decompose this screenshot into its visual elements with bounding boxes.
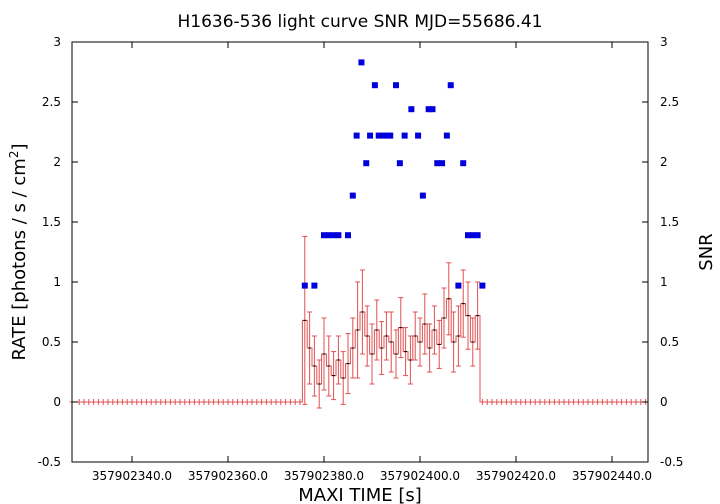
snr-point bbox=[371, 82, 378, 89]
y2-tick-label: 1 bbox=[660, 275, 668, 289]
snr-point bbox=[345, 232, 351, 239]
snr-series bbox=[301, 59, 486, 289]
y-tick-label: 1.5 bbox=[42, 215, 61, 229]
plot-frame bbox=[71, 41, 649, 463]
y2-axis-label: SNR bbox=[696, 233, 717, 270]
x-tick-label: 357902340.0 bbox=[92, 469, 172, 483]
snr-point bbox=[349, 192, 356, 199]
y-axis-label: RATE [photons / s / cm2] bbox=[7, 143, 30, 360]
snr-point bbox=[434, 160, 441, 167]
snr-point bbox=[387, 132, 394, 139]
axes: -0.5 0 0.5 1 1.5 2 2.5 3 -0.5 0 0.5 1 1.5 2 2.5 3 357902… bbox=[38, 35, 684, 483]
y-tick-label: 2.5 bbox=[42, 95, 61, 109]
snr-point bbox=[311, 282, 318, 289]
rate-step-line bbox=[69, 298, 648, 403]
y2-tick-label: -0.5 bbox=[660, 455, 683, 469]
snr-point bbox=[447, 82, 454, 89]
snr-point bbox=[443, 132, 450, 139]
snr-point bbox=[408, 106, 415, 113]
snr-point bbox=[301, 282, 308, 289]
y-tick-label: 0.5 bbox=[42, 335, 61, 349]
y-tick-label: 3 bbox=[53, 35, 61, 49]
snr-point bbox=[363, 160, 370, 167]
snr-point bbox=[367, 132, 374, 139]
snr-point bbox=[455, 282, 462, 289]
snr-point bbox=[469, 232, 476, 239]
x-tick-label: 357902440.0 bbox=[572, 469, 652, 483]
x-axis-label: MAXI TIME [s] bbox=[298, 485, 422, 504]
snr-point bbox=[393, 82, 399, 89]
snr-point bbox=[479, 282, 486, 289]
y2-tick-label: 3 bbox=[660, 35, 668, 49]
x-tick-label: 357902420.0 bbox=[476, 469, 556, 483]
snr-point bbox=[396, 160, 403, 167]
snr-point bbox=[415, 132, 422, 139]
snr-point bbox=[325, 232, 332, 239]
x-tick-label: 357902360.0 bbox=[188, 469, 268, 483]
snr-point bbox=[353, 132, 360, 139]
x-tick-label: 357902400.0 bbox=[380, 469, 460, 483]
snr-point bbox=[321, 232, 327, 239]
snr-point bbox=[439, 160, 446, 167]
snr-point bbox=[425, 106, 432, 113]
snr-point bbox=[335, 232, 342, 239]
y2-tick-label: 2 bbox=[660, 155, 668, 169]
y2-tick-label: 2.5 bbox=[660, 95, 679, 109]
snr-point bbox=[429, 106, 436, 113]
snr-point bbox=[465, 232, 471, 239]
snr-point bbox=[419, 192, 426, 199]
y2-tick-label: 0 bbox=[660, 395, 668, 409]
rate-series bbox=[69, 235, 648, 409]
snr-point bbox=[330, 232, 337, 239]
y-tick-label: -0.5 bbox=[38, 455, 61, 469]
snr-point bbox=[375, 132, 382, 139]
snr-point bbox=[358, 59, 365, 66]
snr-point bbox=[474, 232, 481, 239]
y2-tick-label: 1.5 bbox=[660, 215, 679, 229]
snr-point bbox=[383, 132, 390, 139]
snr-point bbox=[379, 132, 386, 139]
y-tick-label: 1 bbox=[53, 275, 61, 289]
chart-title: H1636-536 light curve SNR MJD=55686.41 bbox=[177, 12, 542, 32]
snr-point bbox=[401, 132, 408, 139]
x-tick-label: 357902380.0 bbox=[284, 469, 364, 483]
plot-area bbox=[69, 59, 648, 409]
y-tick-label: 2 bbox=[53, 155, 61, 169]
snr-point bbox=[460, 160, 467, 167]
y2-tick-label: 0.5 bbox=[660, 335, 679, 349]
y-tick-label: 0 bbox=[53, 395, 61, 409]
